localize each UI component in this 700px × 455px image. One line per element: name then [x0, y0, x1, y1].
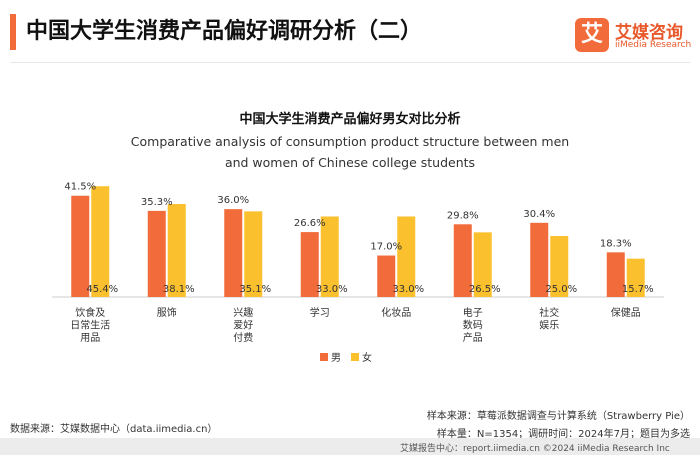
chart-subtitle: Comparative analysis of consumption prod… [130, 134, 570, 170]
data-label-female-5: 26.5% [469, 284, 501, 295]
bar-female-0 [91, 186, 110, 297]
chart-title: 中国大学生消费产品偏好男女对比分析 [239, 112, 461, 127]
legend-label-male: 男 [331, 353, 341, 364]
data-label-female-6: 25.0% [545, 284, 577, 295]
category-label-6-line-1: 娱乐 [539, 319, 559, 332]
bar-female-6 [550, 236, 569, 297]
sample-source: 样本来源：草莓派数据调查与计算系统（Strawberry Pie） [426, 411, 690, 422]
bar-female-7 [626, 258, 645, 297]
logo-cn-text: 艾媒咨询 [615, 23, 683, 43]
legend-swatch-female [351, 352, 359, 361]
legend-swatch-male [320, 352, 328, 361]
bar-male-3 [300, 232, 319, 297]
data-label-female-1: 38.1% [163, 284, 195, 295]
legend-item-male: 男 [320, 349, 341, 364]
data-label-female-0: 45.4% [86, 284, 118, 295]
legend-label-female: 女 [362, 353, 372, 364]
footer-text: 艾媒报告中心：report.iimedia.cn ©2024 iiMedia R… [400, 444, 670, 454]
data-label-male-3: 26.6% [294, 218, 326, 229]
data-label-male-1: 35.3% [141, 197, 173, 208]
data-source: 数据来源：艾媒数据中心（data.iimedia.cn） [10, 424, 218, 435]
legend-item-female: 女 [351, 349, 372, 364]
category-label-0-line-2: 用品 [80, 332, 100, 344]
data-label-male-2: 36.0% [217, 195, 249, 206]
bar-female-1 [167, 204, 186, 297]
sample-info: 样本量：N=1354；调研时间：2024年7月；题目为多选 [436, 429, 690, 440]
bar-female-4 [397, 216, 416, 297]
bar-male-1 [147, 210, 166, 297]
category-label-0-line-0: 饮食及 [75, 306, 105, 319]
data-label-female-7: 15.7% [622, 284, 654, 295]
page-title: 中国大学生消费产品偏好调研分析（二） [26, 19, 423, 44]
chart-legend: 男 女 [320, 349, 378, 364]
data-label-female-3: 33.0% [316, 284, 348, 295]
data-label-male-4: 17.0% [370, 242, 402, 253]
bar-female-2 [244, 211, 263, 297]
data-label-male-7: 18.3% [600, 238, 632, 249]
footer-bar [0, 438, 700, 455]
bar-female-3 [320, 216, 339, 297]
category-label-0-line-1: 日常生活 [70, 319, 110, 332]
bar-male-5 [453, 224, 472, 297]
category-label-7-line-0: 保健品 [611, 306, 641, 319]
category-label-5-line-1: 数码 [463, 319, 483, 332]
data-label-male-5: 29.8% [447, 210, 479, 221]
title-accent-bar [10, 14, 16, 50]
bar-female-5 [473, 232, 492, 297]
data-label-male-6: 30.4% [523, 209, 555, 220]
bar-male-6 [530, 222, 549, 297]
header-divider [10, 62, 690, 63]
category-label-5-line-0: 电子 [463, 306, 483, 319]
brand-logo: 艾 艾媒咨询 iiMedia Research [575, 18, 693, 54]
category-label-2-line-2: 付费 [233, 331, 253, 344]
category-label-3-line-0: 学习 [310, 306, 330, 319]
bar-male-2 [224, 209, 243, 297]
data-label-female-2: 35.1% [239, 284, 271, 295]
category-label-6-line-0: 社交 [539, 306, 559, 319]
category-label-5-line-2: 产品 [463, 331, 483, 344]
bar-male-0 [71, 195, 90, 297]
data-label-female-4: 33.0% [392, 284, 424, 295]
data-label-male-0: 41.5% [64, 182, 96, 193]
bar-male-4 [377, 255, 396, 297]
category-label-2-line-0: 兴趣 [233, 306, 253, 319]
logo-mark: 艾 [575, 18, 609, 52]
bar-male-7 [606, 252, 625, 297]
category-label-1-line-0: 服饰 [157, 306, 177, 319]
logo-en-text: iiMedia Research [615, 40, 692, 50]
category-label-4-line-0: 化妆品 [381, 306, 411, 319]
category-label-2-line-1: 爱好 [233, 319, 253, 332]
